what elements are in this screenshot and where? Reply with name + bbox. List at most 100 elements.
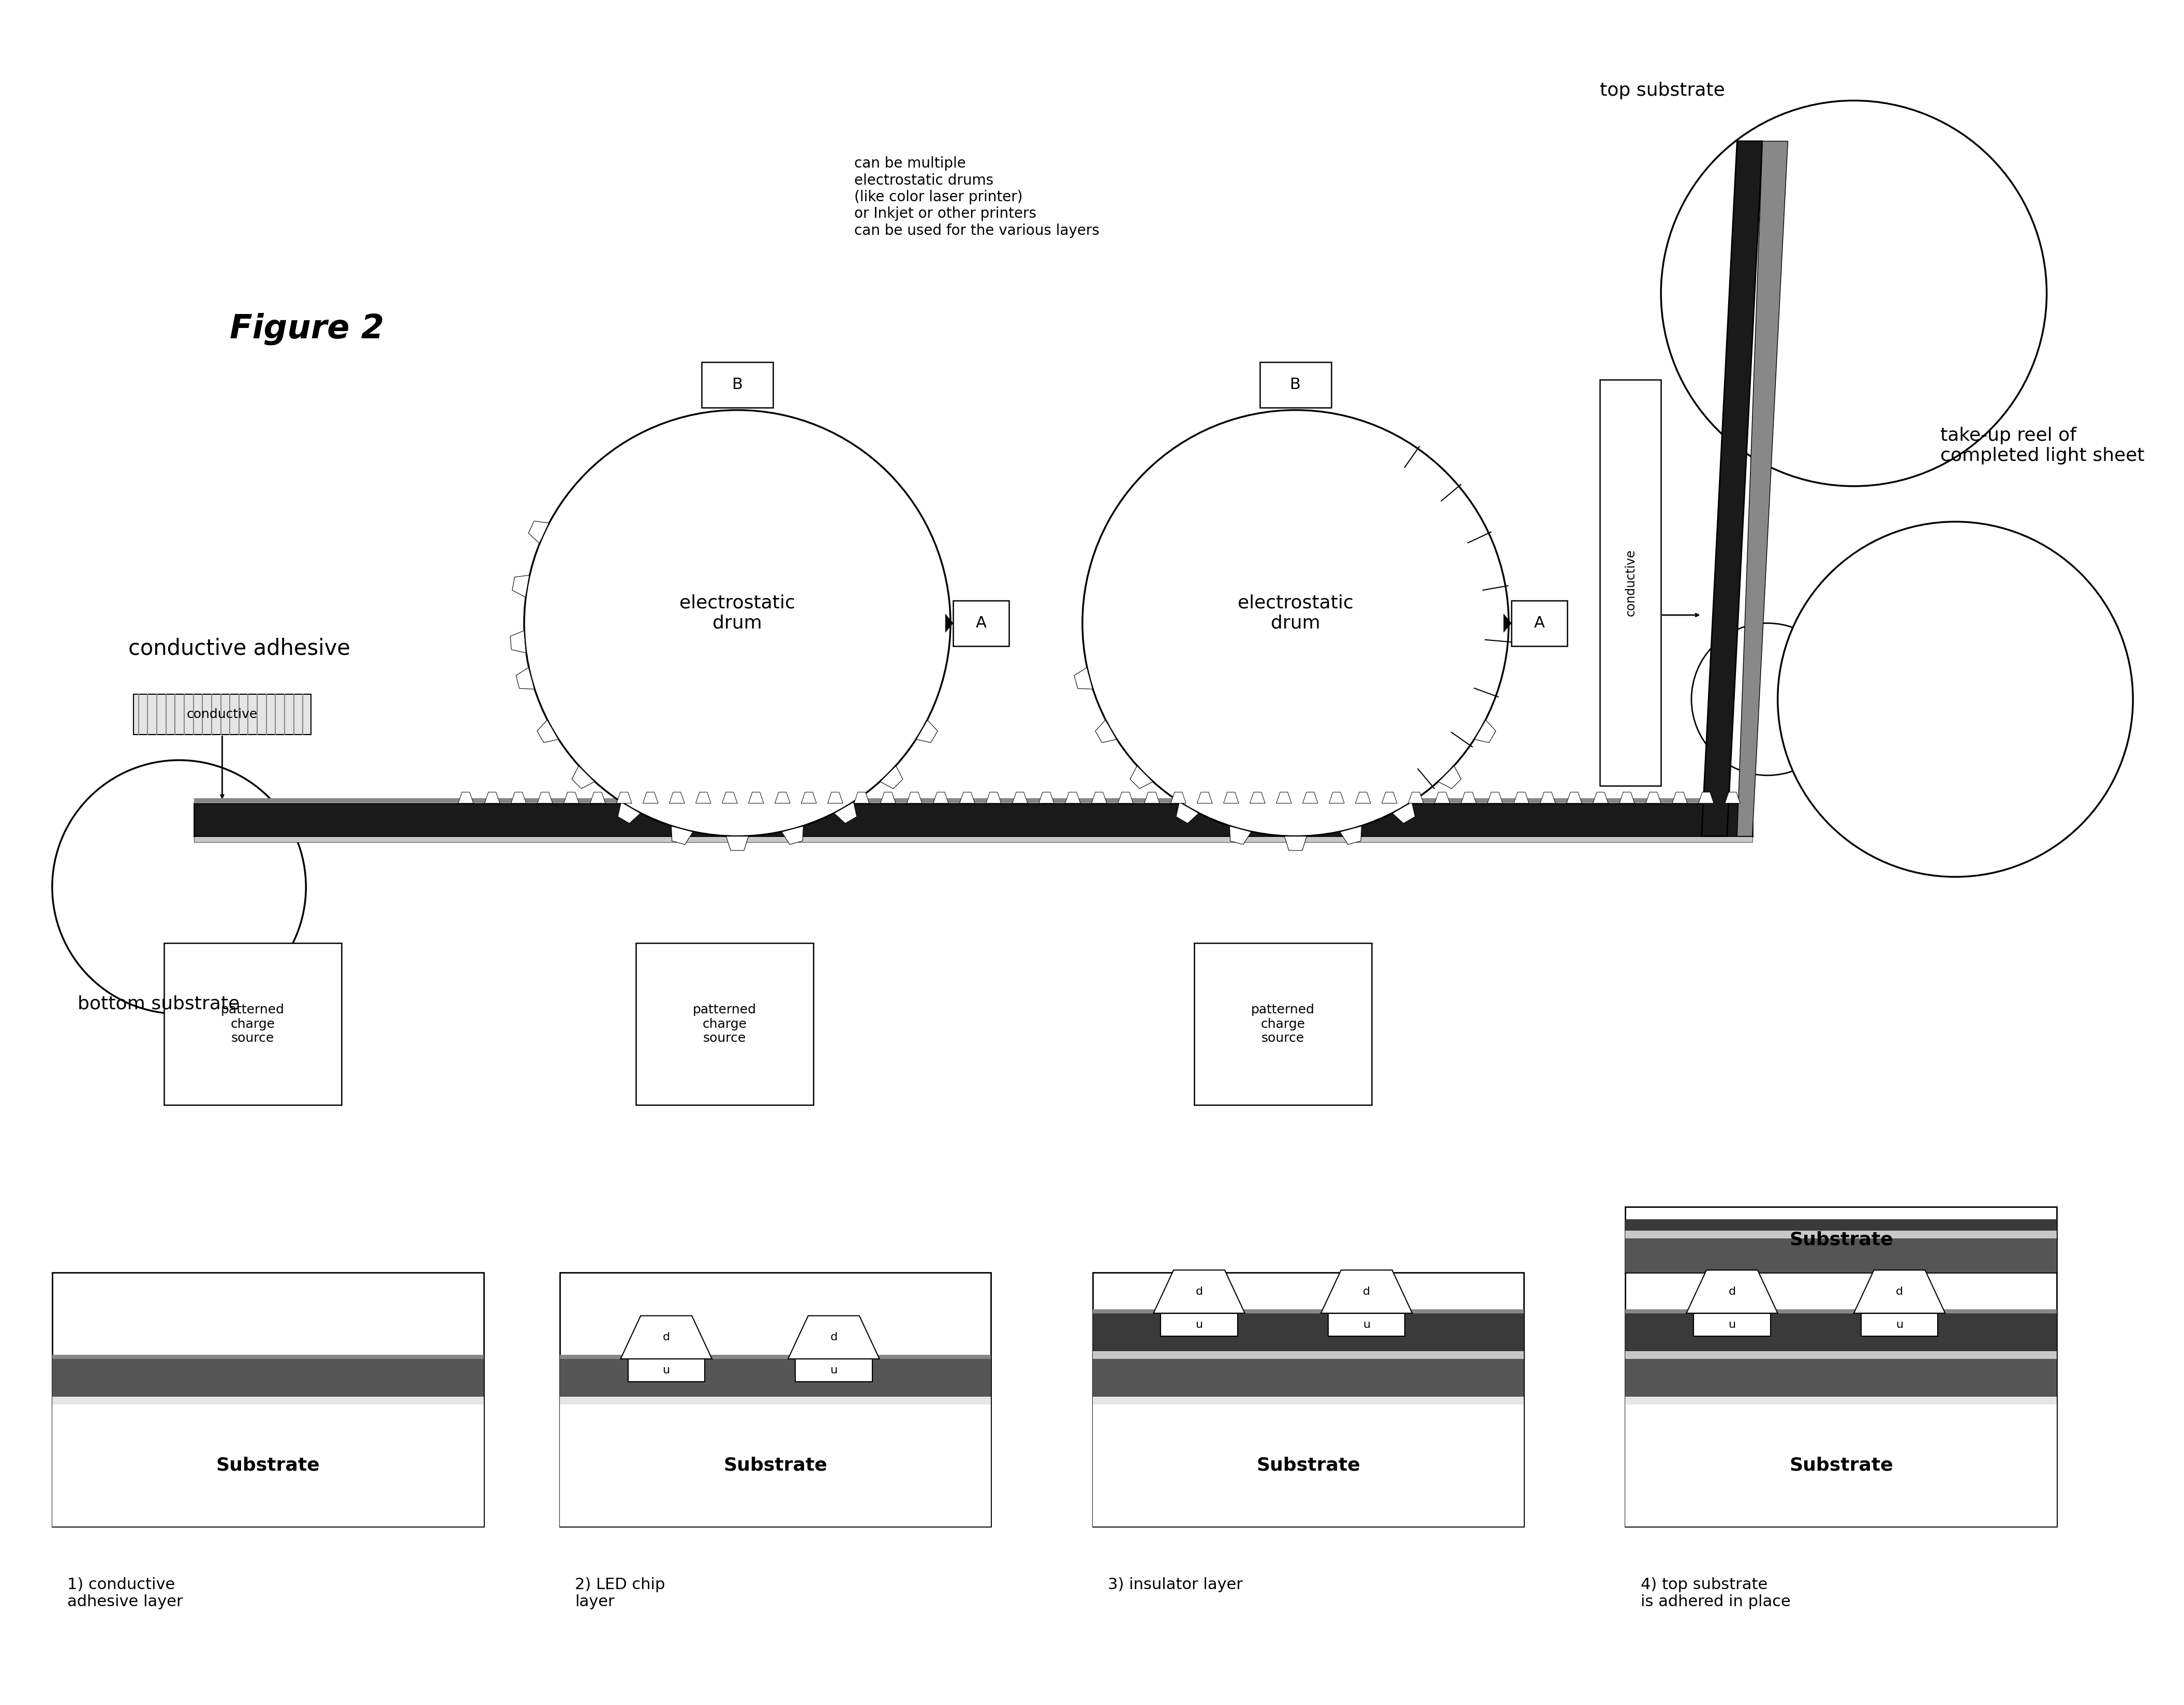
Polygon shape [917,720,937,743]
Bar [1328,1313,1404,1337]
Bar [1160,1313,1238,1337]
Text: 2) LED chip
layer: 2) LED chip layer [574,1577,666,1610]
Polygon shape [572,766,594,789]
Text: Substrate: Substrate [723,1456,828,1475]
Text: patterned
charge
source: patterned charge source [692,1004,756,1045]
Polygon shape [1321,1270,1413,1313]
Text: Substrate: Substrate [1789,1456,1894,1475]
Polygon shape [802,793,817,803]
Bar [1092,1313,1524,1352]
Polygon shape [1118,793,1133,803]
Polygon shape [880,793,895,803]
Bar [559,1405,992,1526]
Polygon shape [1474,720,1496,743]
Bar [1511,600,1568,646]
Text: d: d [1195,1287,1203,1298]
Bar [1625,1396,2057,1405]
Text: u: u [662,1366,670,1376]
Text: u: u [830,1366,836,1376]
Polygon shape [1230,827,1251,844]
Polygon shape [723,793,738,803]
Text: patterned
charge
source: patterned charge source [221,1004,284,1045]
Text: patterned
charge
source: patterned charge source [1251,1004,1315,1045]
Polygon shape [854,793,869,803]
Bar [795,1359,871,1381]
Polygon shape [1330,793,1345,803]
Bar [1092,1352,1524,1359]
Circle shape [1690,622,1843,776]
Polygon shape [1249,793,1265,803]
Text: bottom substrate: bottom substrate [79,996,240,1013]
Polygon shape [511,631,526,653]
Bar [1625,1219,2057,1231]
Bar [52,1272,483,1526]
Polygon shape [1175,801,1199,824]
Circle shape [52,760,306,1014]
Polygon shape [1699,793,1714,803]
Polygon shape [1284,835,1306,851]
Polygon shape [933,793,948,803]
Polygon shape [1566,793,1581,803]
Text: take-up reel of
completed light sheet: take-up reel of completed light sheet [1939,426,2145,464]
Bar [52,1359,483,1396]
Bar [1260,361,1330,407]
Polygon shape [828,793,843,803]
Polygon shape [1592,793,1607,803]
Polygon shape [959,793,974,803]
Text: Substrate: Substrate [1256,1456,1361,1475]
Bar [1625,1207,2057,1272]
Polygon shape [1514,793,1529,803]
Bar [52,1405,483,1526]
Bar [133,694,310,735]
Polygon shape [1409,793,1424,803]
Bar [1092,1309,1524,1313]
Polygon shape [946,614,952,633]
Polygon shape [529,522,548,544]
Polygon shape [670,827,692,844]
Text: 1) conductive
adhesive layer: 1) conductive adhesive layer [68,1577,183,1610]
Polygon shape [194,835,1752,842]
Text: A: A [976,616,987,631]
Circle shape [524,411,950,835]
Polygon shape [1701,142,1762,835]
Bar [1625,1352,2057,1359]
Bar [636,943,812,1105]
Polygon shape [1540,793,1555,803]
Text: 4) top substrate
is adhered in place: 4) top substrate is adhered in place [1640,1577,1791,1610]
Text: B: B [1291,377,1302,392]
Polygon shape [642,793,657,803]
Text: top substrate: top substrate [1601,82,1725,99]
Text: d: d [1896,1287,1902,1298]
Text: Figure 2: Figure 2 [229,312,384,344]
Polygon shape [1171,793,1186,803]
Polygon shape [513,575,529,597]
Polygon shape [1302,793,1317,803]
Text: Substrate: Substrate [216,1456,319,1475]
Polygon shape [1673,793,1688,803]
Polygon shape [1223,793,1238,803]
Polygon shape [618,801,640,824]
Polygon shape [1153,1270,1245,1313]
Bar [1625,1238,2057,1272]
Polygon shape [782,827,804,844]
Polygon shape [1075,668,1092,689]
Bar [1092,1396,1524,1405]
Text: 3) insulator layer: 3) insulator layer [1107,1577,1243,1592]
Polygon shape [906,793,922,803]
Polygon shape [788,1316,880,1359]
Polygon shape [725,835,749,851]
Polygon shape [880,766,902,789]
Polygon shape [590,793,605,803]
Text: can be multiple
electrostatic drums
(like color laser printer)
or Inkjet or othe: can be multiple electrostatic drums (lik… [854,157,1099,239]
Text: Substrate: Substrate [1789,1231,1894,1248]
Bar [559,1355,992,1359]
Text: u: u [1728,1320,1736,1330]
Polygon shape [1736,142,1789,835]
Polygon shape [194,803,1752,835]
Polygon shape [1341,827,1361,844]
Bar [701,361,773,407]
Bar [164,943,341,1105]
Text: d: d [1363,1287,1369,1298]
Bar [52,1396,483,1405]
Polygon shape [1439,766,1461,789]
